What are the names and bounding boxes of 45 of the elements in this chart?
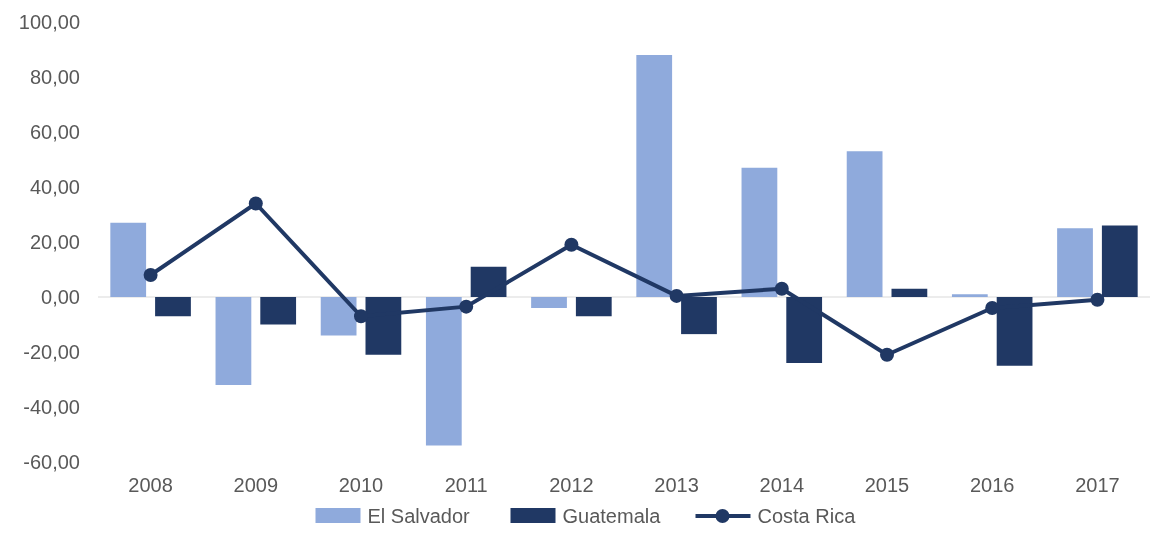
y-tick-label: 40,00 bbox=[29, 176, 80, 198]
x-tick-label: 2011 bbox=[444, 474, 488, 496]
bar bbox=[575, 297, 612, 317]
legend-label: Guatemala bbox=[562, 505, 662, 527]
bar bbox=[846, 151, 883, 297]
point bbox=[880, 347, 894, 362]
point bbox=[1090, 292, 1105, 307]
y-tick-label: -60,00 bbox=[23, 451, 80, 473]
y-tick-label: 20,00 bbox=[29, 231, 80, 253]
x-tick-label: 2012 bbox=[549, 474, 594, 496]
x-tick-label: 2009 bbox=[233, 474, 279, 496]
x-tick-label: 2010 bbox=[338, 474, 384, 496]
x-tick-label: 2017 bbox=[1075, 474, 1120, 496]
y-tick-label: 0,00 bbox=[41, 286, 80, 308]
bar bbox=[425, 297, 462, 446]
point bbox=[354, 309, 368, 324]
legend-label: Costa Rica bbox=[757, 505, 857, 527]
bar bbox=[741, 167, 778, 297]
bar bbox=[260, 297, 297, 325]
bar bbox=[1057, 228, 1093, 297]
x-tick-label: 2013 bbox=[654, 474, 699, 496]
point bbox=[143, 268, 158, 282]
x-tick-label: 2008 bbox=[128, 474, 173, 496]
bar bbox=[320, 297, 357, 336]
x-tick-label: 2016 bbox=[969, 474, 1015, 496]
bar bbox=[215, 297, 252, 385]
x-tick-label: 2014 bbox=[759, 474, 805, 496]
bar bbox=[636, 55, 673, 297]
x-tick-label: 2015 bbox=[864, 474, 910, 496]
bar bbox=[155, 297, 191, 317]
point bbox=[248, 196, 263, 211]
bar bbox=[891, 288, 928, 297]
y-tick-label: -20,00 bbox=[23, 341, 80, 363]
y-tick-label: 80,00 bbox=[29, 66, 80, 88]
y-tick-label: -40,00 bbox=[23, 396, 80, 418]
point bbox=[459, 299, 474, 314]
y-tick-label: 60,00 bbox=[29, 121, 80, 143]
legend-label: El Salvador bbox=[367, 505, 471, 527]
bar bbox=[531, 297, 567, 308]
y-tick-label: 100,00 bbox=[18, 11, 80, 33]
point bbox=[774, 281, 789, 296]
point bbox=[564, 237, 579, 252]
point bbox=[669, 288, 684, 303]
bar bbox=[951, 294, 988, 297]
bar bbox=[110, 222, 147, 297]
